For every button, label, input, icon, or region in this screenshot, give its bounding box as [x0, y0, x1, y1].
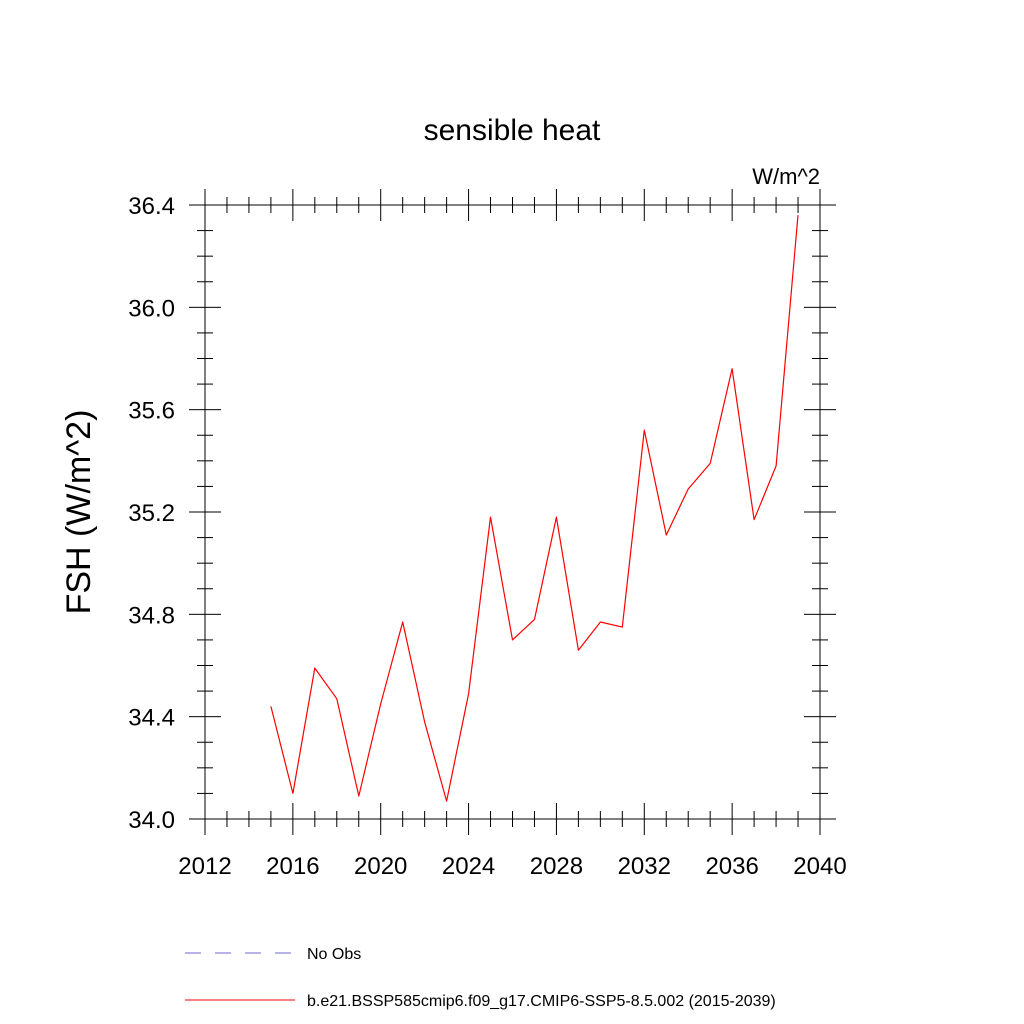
plot-frame	[204, 204, 821, 820]
data-point	[665, 534, 668, 537]
data-point	[335, 697, 338, 700]
data-point	[357, 794, 360, 797]
data-point	[599, 621, 602, 624]
data-point	[555, 516, 558, 519]
x-tick-label: 2028	[530, 853, 583, 880]
data-point	[731, 367, 734, 370]
x-tick-label: 2016	[266, 853, 319, 880]
units-label: W/m^2	[752, 164, 820, 189]
chart-title: sensible heat	[424, 114, 601, 147]
data-point	[379, 702, 382, 705]
data-point	[643, 429, 646, 432]
x-tick-label: 2012	[178, 853, 231, 880]
data-point	[269, 705, 272, 708]
axes: 2012 2016 2020 2024 2028 2032 2036 2040 34.0 34.4…	[128, 189, 847, 880]
y-tick-label: 34.8	[128, 602, 175, 629]
y-axis-label: FSH (W/m^2)	[60, 410, 98, 615]
data-point	[687, 487, 690, 490]
data-point	[797, 214, 800, 217]
x-tick-label: 2036	[705, 853, 758, 880]
y-tick-label: 34.4	[128, 705, 175, 732]
data-point	[621, 626, 624, 629]
data-point	[577, 649, 580, 652]
data-point	[753, 518, 756, 521]
data-point	[401, 621, 404, 624]
y-tick-label: 35.2	[128, 500, 175, 527]
legend-label-no-obs: No Obs	[307, 946, 361, 963]
data-point	[709, 462, 712, 465]
x-tick-label: 2020	[354, 853, 407, 880]
data-point	[423, 720, 426, 723]
data-point	[313, 667, 316, 670]
x-tick-label: 2032	[618, 853, 671, 880]
plot-area	[269, 214, 800, 803]
data-point	[533, 618, 536, 621]
y-tick-label: 36.4	[128, 193, 175, 220]
data-point	[445, 800, 448, 803]
x-tick-label: 2040	[793, 853, 846, 880]
data-point	[775, 464, 778, 467]
data-point	[489, 516, 492, 519]
series-line	[270, 215, 799, 802]
legend: No Obs b.e21.BSSP585cmip6.f09_g17.CMIP6-…	[185, 946, 776, 1010]
data-point	[467, 692, 470, 695]
x-tick-label: 2024	[442, 853, 495, 880]
data-point	[291, 792, 294, 795]
legend-label-model-run: b.e21.BSSP585cmip6.f09_g17.CMIP6-SSP5-8.…	[307, 993, 776, 1010]
y-tick-label: 34.0	[128, 807, 175, 834]
data-point	[511, 638, 514, 641]
y-tick-label: 36.0	[128, 295, 175, 322]
y-tick-label: 35.6	[128, 398, 175, 425]
